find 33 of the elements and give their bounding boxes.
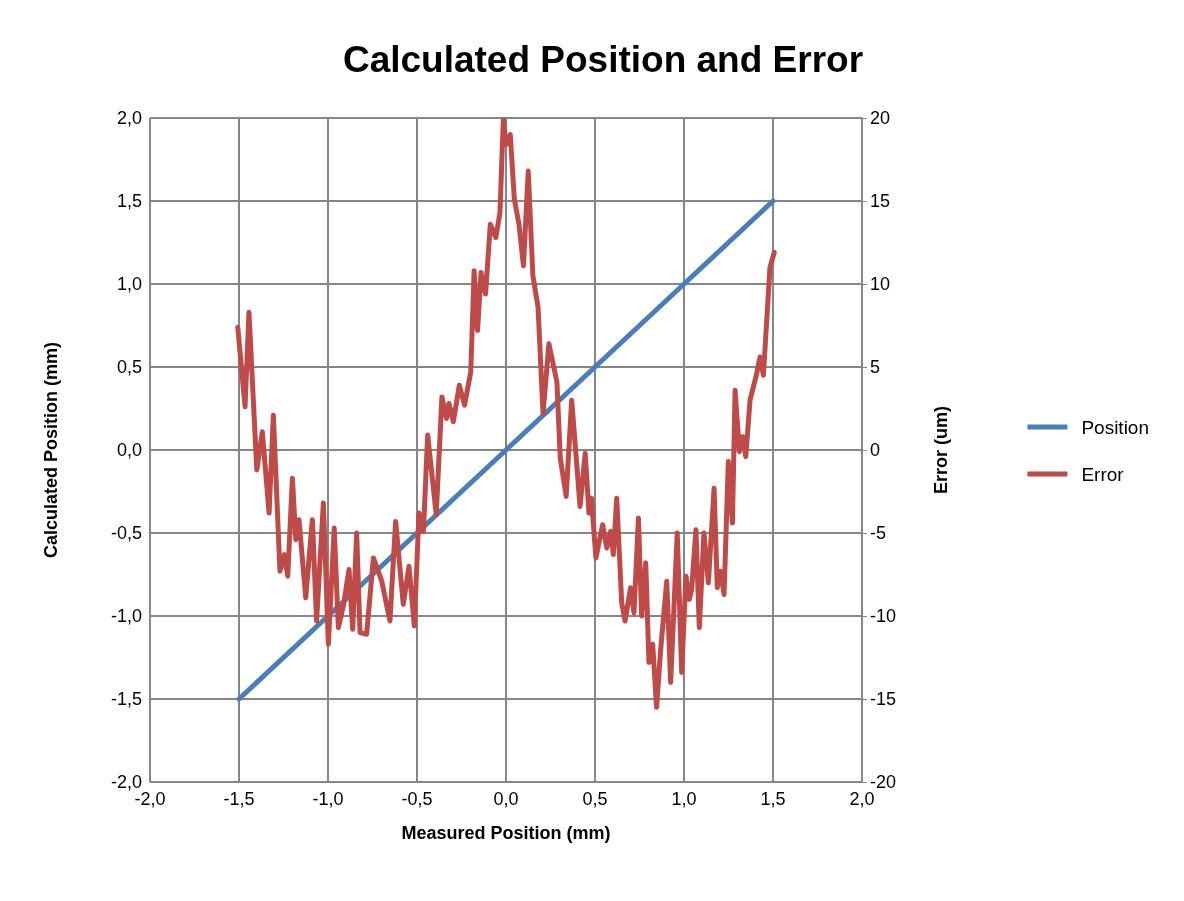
y-tick-label: -2,0 [110, 772, 142, 792]
y-tick-label: 0,0 [116, 440, 142, 460]
y2-tick-label: 20 [870, 108, 891, 128]
y-tick-label: -0,5 [110, 523, 142, 543]
x-axis-title: Measured Position (mm) [401, 823, 611, 843]
x-tick-label: 0,5 [582, 789, 608, 809]
y2-axis-title: Error (um) [931, 405, 951, 495]
legend-label: Position [1081, 416, 1150, 438]
y2-tick-label: -15 [870, 689, 897, 709]
chart-title: Calculated Position and Error [342, 39, 864, 80]
y-tick-label: 1,5 [116, 191, 142, 211]
x-tick-label: -1,5 [223, 789, 255, 809]
x-tick-label: 0,0 [493, 789, 519, 809]
y2-tick-label: -5 [870, 523, 887, 543]
x-tick-label: 1,5 [760, 789, 786, 809]
x-tick-label: -1,0 [312, 789, 344, 809]
x-tick-label: 1,0 [671, 789, 697, 809]
y-tick-label: 2,0 [116, 108, 142, 128]
x-tick-label: 2,0 [849, 789, 875, 809]
y2-tick-label: 0 [870, 440, 881, 460]
y-axis-title: Calculated Position (mm) [41, 341, 61, 559]
x-tick-label: -0,5 [401, 789, 433, 809]
y-tick-label: -1,5 [110, 689, 142, 709]
y2-tick-label: 5 [870, 357, 881, 377]
y-tick-label: 1,0 [116, 274, 142, 294]
legend-label: Error [1081, 463, 1125, 485]
y2-tick-label: 15 [870, 191, 891, 211]
y2-tick-label: 10 [870, 274, 891, 294]
y-tick-label: -1,0 [110, 606, 142, 626]
y2-tick-label: -10 [870, 606, 897, 626]
y2-tick-label: -20 [870, 772, 897, 792]
x-tick-label: -2,0 [134, 789, 166, 809]
y-tick-label: 0,5 [116, 357, 142, 377]
